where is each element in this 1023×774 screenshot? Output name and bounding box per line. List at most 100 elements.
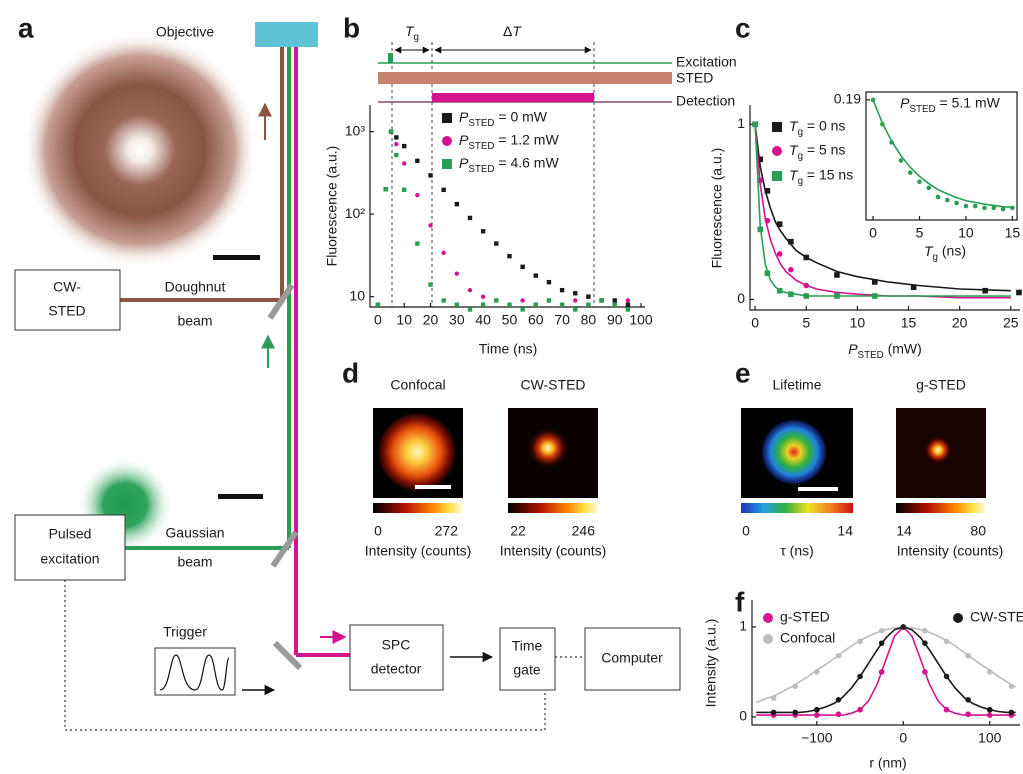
y-tick-label: 1 bbox=[737, 115, 745, 131]
legend-label: g-STED bbox=[780, 609, 830, 625]
point bbox=[441, 250, 446, 256]
x-tick-label: 0 bbox=[751, 315, 759, 331]
image-title: CW-STED bbox=[520, 377, 585, 393]
point bbox=[954, 200, 959, 206]
point bbox=[835, 652, 842, 659]
scale-bar bbox=[415, 485, 451, 489]
trigger-box bbox=[154, 647, 236, 696]
y-tick-label: 0.19 bbox=[834, 91, 861, 107]
beam-label: beam bbox=[177, 554, 212, 570]
point bbox=[814, 706, 820, 713]
point bbox=[454, 201, 460, 207]
image-title: Confocal bbox=[390, 377, 445, 393]
point bbox=[935, 194, 941, 200]
point bbox=[1000, 206, 1006, 212]
legend-label: PSTED = 4.6 mW bbox=[459, 155, 559, 175]
point bbox=[467, 287, 473, 293]
point bbox=[388, 129, 394, 134]
fit-line bbox=[756, 626, 1016, 714]
legend-label: Tg = 0 ns bbox=[789, 118, 845, 138]
image-title: g-STED bbox=[916, 377, 966, 393]
box-label: gate bbox=[513, 662, 540, 678]
legend-marker bbox=[442, 113, 452, 123]
setup-diagram: Objective CW- STED Doughnut beam Pulsed … bbox=[14, 22, 681, 731]
colorbar bbox=[896, 503, 986, 513]
legend-marker bbox=[442, 159, 452, 169]
point bbox=[764, 270, 771, 277]
point bbox=[402, 187, 407, 193]
y-tick-label: 0 bbox=[737, 290, 745, 306]
legend-label: Tg = 5 ns bbox=[789, 142, 845, 162]
point bbox=[757, 156, 764, 163]
point bbox=[814, 712, 820, 718]
legend-marker bbox=[772, 171, 782, 181]
panel-label: c bbox=[735, 12, 751, 43]
point bbox=[467, 307, 473, 312]
colorbar-tick-label: 272 bbox=[435, 523, 459, 539]
box-label: SPC bbox=[382, 637, 411, 653]
x-tick-label: 20 bbox=[423, 312, 439, 328]
point bbox=[803, 254, 810, 261]
point bbox=[943, 638, 950, 645]
legend-label: Confocal bbox=[780, 630, 835, 646]
lifetime-spot bbox=[760, 418, 828, 486]
point bbox=[757, 226, 764, 233]
point bbox=[770, 709, 777, 716]
point bbox=[573, 291, 578, 296]
point bbox=[752, 121, 758, 128]
legend-marker bbox=[772, 122, 782, 132]
box-label: Computer bbox=[601, 650, 663, 666]
box-label: detector bbox=[371, 661, 422, 677]
chart: 0 5 10 15 0.19 Tg (ns) PSTED = 5.1 mW bbox=[834, 91, 1021, 264]
point bbox=[803, 282, 810, 289]
x-tick-label: 0 bbox=[899, 730, 907, 746]
point bbox=[520, 298, 525, 303]
colorbar-label: Intensity (counts) bbox=[897, 543, 1004, 559]
point bbox=[792, 683, 799, 690]
point bbox=[454, 271, 460, 276]
point bbox=[612, 302, 617, 307]
point bbox=[835, 711, 842, 718]
point bbox=[965, 711, 971, 718]
point bbox=[770, 695, 777, 701]
point bbox=[507, 302, 512, 307]
point bbox=[428, 282, 433, 287]
fit-line bbox=[872, 99, 1013, 209]
point bbox=[415, 158, 420, 163]
point bbox=[943, 673, 950, 680]
point bbox=[880, 121, 885, 127]
point bbox=[480, 294, 486, 299]
point bbox=[965, 697, 971, 703]
computer-box bbox=[584, 627, 681, 691]
trigger-label: Trigger bbox=[163, 624, 207, 640]
chart-title: PSTED = 5.1 mW bbox=[900, 95, 1000, 115]
point bbox=[1016, 289, 1022, 296]
x-tick-label: 40 bbox=[475, 312, 491, 328]
x-tick-label: 30 bbox=[449, 312, 465, 328]
point bbox=[982, 205, 987, 211]
x-tick-label: 10 bbox=[396, 312, 412, 328]
point bbox=[857, 638, 863, 645]
objective-label: Objective bbox=[156, 24, 215, 40]
legend-label: PSTED = 0 mW bbox=[459, 109, 548, 129]
axes bbox=[749, 105, 1020, 311]
scale-bar bbox=[798, 487, 838, 491]
point bbox=[546, 279, 552, 285]
legend-marker bbox=[442, 136, 452, 146]
point bbox=[480, 302, 486, 307]
fit-line bbox=[756, 625, 1016, 716]
point bbox=[494, 241, 499, 246]
legend-marker bbox=[772, 146, 782, 156]
point bbox=[764, 188, 771, 194]
point bbox=[991, 205, 997, 211]
legend-marker bbox=[953, 613, 963, 623]
axes bbox=[751, 600, 1020, 726]
legend-label: CW-STED bbox=[970, 609, 1023, 625]
x-axis-label: Time (ns) bbox=[479, 341, 538, 357]
point bbox=[402, 143, 407, 149]
point bbox=[467, 215, 473, 221]
axes bbox=[369, 105, 645, 308]
point bbox=[441, 298, 446, 303]
point bbox=[757, 177, 764, 184]
x-tick-label: −100 bbox=[801, 730, 833, 746]
